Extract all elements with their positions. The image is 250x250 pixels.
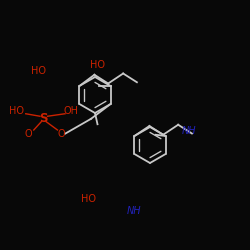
Text: HO: HO: [31, 66, 46, 76]
Text: O: O: [25, 129, 32, 139]
Text: OH: OH: [64, 106, 79, 116]
Text: HO: HO: [90, 60, 105, 70]
Text: HO: HO: [9, 106, 24, 116]
Text: NH: NH: [126, 206, 141, 216]
Text: NH: NH: [182, 126, 196, 136]
Text: HO: HO: [81, 194, 96, 204]
Text: S: S: [40, 112, 48, 125]
Text: O: O: [58, 129, 65, 139]
